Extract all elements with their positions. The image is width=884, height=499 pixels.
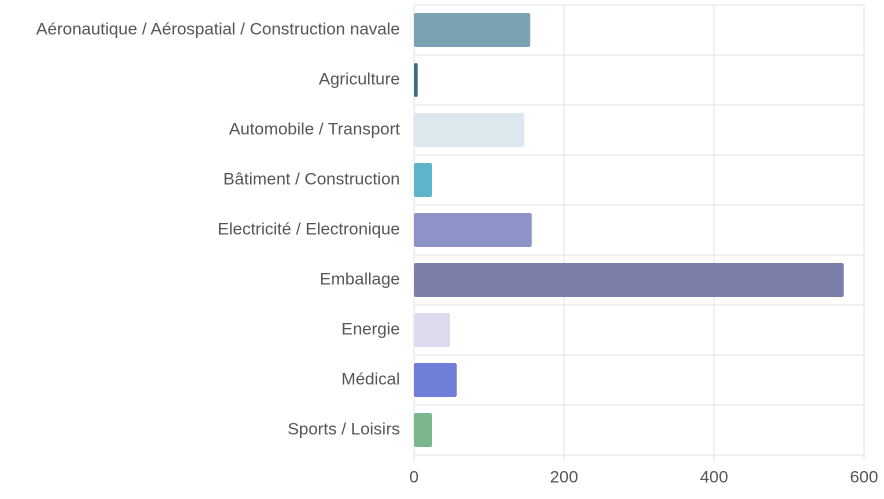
y-tick-label: Bâtiment / Construction xyxy=(223,169,400,188)
bar xyxy=(414,163,432,197)
y-tick-label: Electricité / Electronique xyxy=(218,219,400,238)
bar xyxy=(414,413,432,447)
bar xyxy=(414,263,844,297)
x-tick-label: 600 xyxy=(850,467,878,486)
bar xyxy=(414,113,525,147)
y-tick-label: Médical xyxy=(341,369,400,388)
y-tick-label: Energie xyxy=(341,319,400,338)
x-tick-label: 200 xyxy=(550,467,578,486)
y-tick-label: Sports / Loisirs xyxy=(288,419,400,438)
bar xyxy=(414,63,418,97)
y-tick-label: Emballage xyxy=(320,269,400,288)
x-tick-label: 400 xyxy=(700,467,728,486)
bar xyxy=(414,213,532,247)
y-tick-label: Agriculture xyxy=(319,69,400,88)
bar xyxy=(414,313,450,347)
bar xyxy=(414,13,531,47)
y-tick-label: Automobile / Transport xyxy=(229,119,400,138)
bar xyxy=(414,363,457,397)
y-tick-label: Aéronautique / Aérospatial / Constructio… xyxy=(36,19,400,38)
x-tick-label: 0 xyxy=(409,467,418,486)
